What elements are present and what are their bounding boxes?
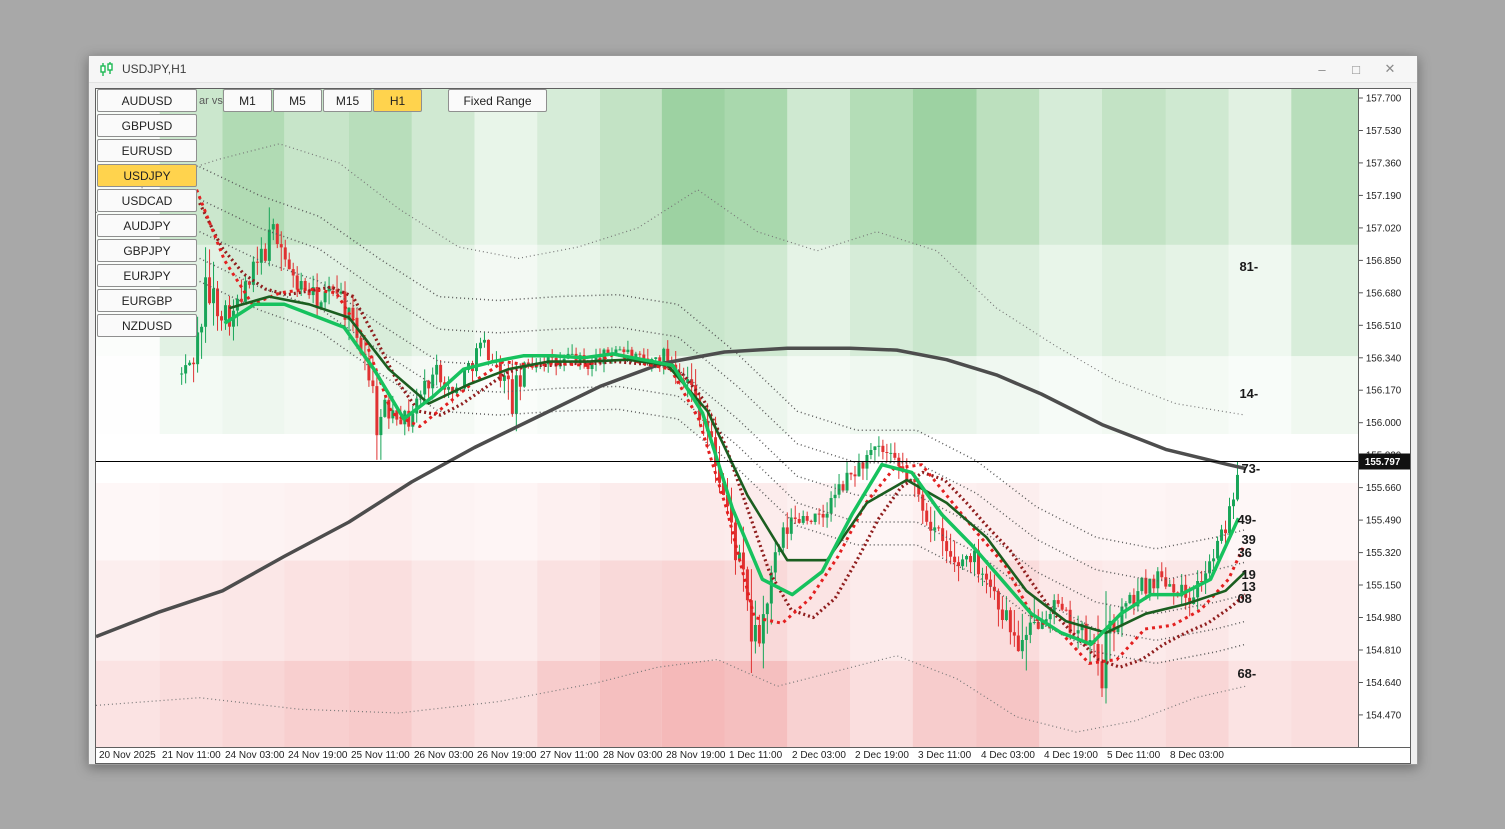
symbol-button-usdjpy[interactable]: USDJPY [97,164,197,187]
timeframe-button-m15[interactable]: M15 [323,89,372,112]
price-tick-label: 155.490 [1366,516,1402,527]
time-tick-label: 4 Dec 03:00 [981,750,1035,761]
terminal-window: USDJPY,H1 – □ ✕ 81- 14- 73- 49- 39 36 19 13 08 68… [88,55,1418,765]
price-tick-label: 156.510 [1366,321,1402,332]
timeframe-button-h1[interactable]: H1 [373,89,422,112]
ma-slow-73 [96,346,1246,639]
price-tick-label: 156.000 [1366,418,1402,429]
timeframe-button-m5[interactable]: M5 [273,89,322,112]
price-tick-label: 154.470 [1366,710,1402,721]
ribbon-bright-green [223,302,1241,647]
price-tick-label: 157.530 [1366,126,1402,137]
price-tick-label: 156.850 [1366,256,1402,267]
time-tick-label: 8 Dec 03:00 [1170,750,1224,761]
line-label: 73- [1241,461,1260,476]
fixed-range-button[interactable]: Fixed Range [448,89,547,112]
chart-plot-area[interactable]: 81- 14- 73- 49- 39 36 19 13 08 68- ar vs 1 AUDUSD… [96,89,1358,747]
price-tick-label: 154.980 [1366,613,1402,624]
price-tick-label: 157.360 [1366,158,1402,169]
time-tick-label: 5 Dec 11:00 [1107,750,1161,761]
envelope-upper-dotted [96,143,1246,416]
window-titlebar[interactable]: USDJPY,H1 – □ ✕ [89,56,1417,83]
symbol-button-eurgbp[interactable]: EURGBP [97,289,197,312]
symbol-button-usdcad[interactable]: USDCAD [97,189,197,212]
price-tick-label: 154.810 [1366,645,1402,656]
symbol-button-gbpjpy[interactable]: GBPJPY [97,239,197,262]
time-tick-label: 27 Nov 11:00 [540,750,599,761]
price-tick-label: 156.170 [1366,386,1402,397]
timeframe-button-panel: M1 M5 M15 H1 [223,89,422,112]
time-tick-label: 3 Dec 11:00 [918,750,972,761]
time-tick-label: 2 Dec 19:00 [855,750,909,761]
maximize-button[interactable]: □ [1352,61,1360,77]
line-label: 39 [1241,532,1255,547]
price-tick-label: 157.190 [1366,191,1402,202]
symbol-button-panel: AUDUSD GBPUSD EURUSD USDJPY USDCAD AUDJPY GBPJ… [97,89,197,337]
line-label: 13 [1241,579,1255,594]
symbol-button-audjpy[interactable]: AUDJPY [97,214,197,237]
time-tick-label: 1 Dec 11:00 [729,750,783,761]
chart-grid: 81- 14- 73- 49- 39 36 19 13 08 68- ar vs 1 AUDUSD… [95,88,1411,764]
app-icon [99,61,115,77]
overlay-lines [96,143,1247,733]
close-button[interactable]: ✕ [1384,61,1396,76]
time-tick-label: 26 Nov 03:00 [414,750,474,761]
time-tick-label: 4 Dec 19:00 [1044,750,1098,761]
svg-text:155.797: 155.797 [1365,457,1401,468]
price-tick-label: 155.320 [1366,548,1402,559]
price-tick-label: 156.680 [1366,288,1402,299]
window-controls: – □ ✕ [1305,61,1407,77]
time-tick-label: 24 Nov 03:00 [225,750,285,761]
price-tick-label: 155.150 [1366,580,1402,591]
price-axis[interactable]: 157.700 157.530 157.360 157.190 157.020 156.8… [1358,89,1410,747]
current-price-tag: 155.797 [1359,453,1410,470]
symbol-button-eurusd[interactable]: EURUSD [97,139,197,162]
window-title: USDJPY,H1 [122,62,187,76]
price-tick-label: 154.640 [1366,678,1402,689]
ribbon-dark-green [229,295,1247,635]
symbol-button-gbpusd[interactable]: GBPUSD [97,114,197,137]
price-axis-canvas: 157.700 157.530 157.360 157.190 157.020 156.8… [1359,93,1410,721]
time-tick-label: 24 Nov 19:00 [288,750,348,761]
timeframe-button-m1[interactable]: M1 [223,89,272,112]
line-label: 14- [1239,386,1258,401]
background-columns [96,89,1358,747]
line-label: 81- [1239,259,1258,274]
line-label: 19 [1241,567,1255,582]
price-tick-label: 157.020 [1366,223,1402,234]
window-content: 81- 14- 73- 49- 39 36 19 13 08 68- ar vs 1 AUDUSD… [89,83,1417,764]
price-tick-label: 157.700 [1366,93,1402,104]
line-label: 49- [1237,512,1256,527]
line-label: 08 [1237,591,1251,606]
symbol-button-nzdusd[interactable]: NZDUSD [97,314,197,337]
line-label: 36 [1237,545,1251,560]
time-axis[interactable]: 20 Nov 2025 21 Nov 11:00 24 Nov 03:00 24 No… [96,747,1410,763]
minimize-button[interactable]: – [1318,61,1326,77]
price-tick-label: 155.660 [1366,483,1402,494]
symbol-button-eurjpy[interactable]: EURJPY [97,264,197,287]
ribbon-bright-red [195,189,1245,665]
time-tick-label: 20 Nov 2025 [99,750,156,761]
time-tick-label: 21 Nov 11:00 [162,750,221,761]
time-tick-label: 25 Nov 11:00 [351,750,410,761]
time-tick-label: 28 Nov 19:00 [666,750,726,761]
time-tick-label: 26 Nov 19:00 [477,750,537,761]
symbol-button-audusd[interactable]: AUDUSD [97,89,197,112]
price-tick-label: 156.340 [1366,353,1402,364]
line-label: 68- [1237,666,1256,681]
time-tick-label: 2 Dec 03:00 [792,750,846,761]
time-tick-label: 28 Nov 03:00 [603,750,663,761]
